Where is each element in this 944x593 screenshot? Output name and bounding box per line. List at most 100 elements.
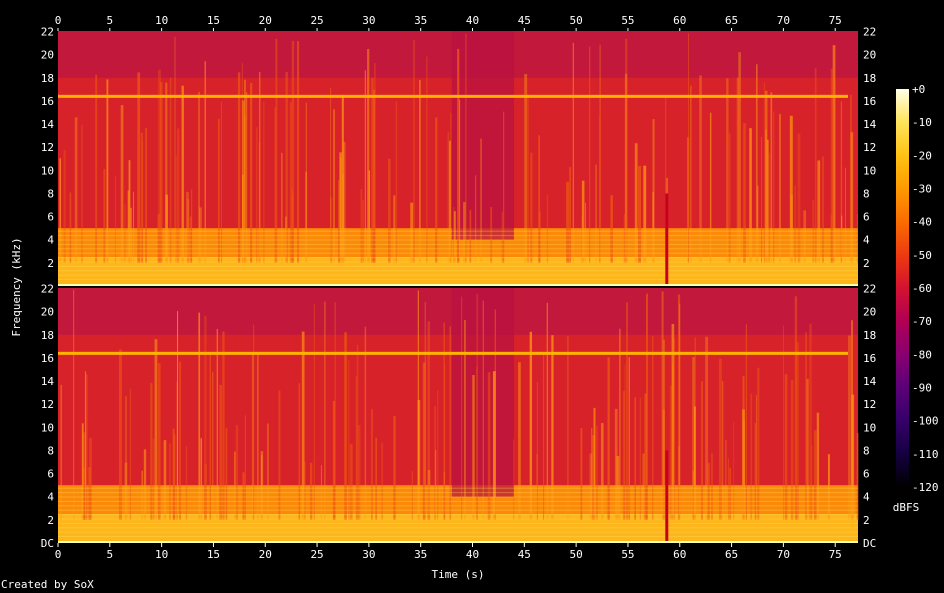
spectrogram-stripe <box>313 304 316 520</box>
spectrogram-stripe <box>475 175 477 263</box>
spectrogram-stripe <box>137 72 141 263</box>
spectrogram-stripe <box>367 48 370 263</box>
spectrogram-stripe <box>755 64 758 263</box>
spectrogram-stripe <box>256 127 258 263</box>
spectrogram-stripe <box>783 325 784 520</box>
y-tick-label: 16 <box>41 352 54 365</box>
spectrogram-stripe <box>118 349 122 520</box>
spectrogram-stripe <box>339 152 343 263</box>
spectrogram-stripe <box>219 384 222 520</box>
spectrogram-stripe <box>763 83 765 263</box>
spectrogram-stripe <box>851 320 853 520</box>
spectrogram-stripe <box>832 45 836 263</box>
spectrogram-stripe <box>624 73 628 263</box>
y-tick-label: 20 <box>863 306 876 319</box>
spectrogram-harmonic <box>58 496 858 498</box>
spectrogram-stripe <box>536 382 538 520</box>
spectrogram-stripe <box>198 91 200 263</box>
spectrogram-stripe <box>806 378 809 520</box>
spectrogram-stripe <box>212 372 214 520</box>
spectrogram-stripe <box>727 458 729 520</box>
y-tick-label: 16 <box>863 95 876 108</box>
spectrogram-stripe <box>850 94 852 263</box>
spectrogram-stripe <box>81 124 83 263</box>
spectrogram-stripe <box>766 139 769 263</box>
spectrogram-stripe <box>447 131 449 263</box>
spectrogram-stripe <box>222 331 225 520</box>
x-tick-label: 25 <box>310 14 323 27</box>
spectrogram-stripe <box>761 137 763 263</box>
spectrogram-stripe <box>461 296 463 520</box>
y-tick-label: 22 <box>41 283 54 296</box>
spectrogram-stripe <box>480 138 482 263</box>
spectrogram-stripe <box>599 116 601 263</box>
spectrogram-stripe <box>393 416 396 520</box>
spectrogram-stripe <box>234 451 236 520</box>
spectrogram-stripe <box>643 165 647 263</box>
spectrogram-stripe <box>291 187 293 263</box>
x-tick-label: 25 <box>310 548 323 561</box>
spectrogram-stripe <box>157 363 161 520</box>
spectrogram-stripe <box>84 371 87 520</box>
spectrogram-stripe <box>152 438 155 520</box>
spectrogram-stripe <box>453 211 456 263</box>
y-tick-label: 14 <box>41 375 55 388</box>
colorbar-label: dBFS <box>893 501 920 514</box>
spectrogram-stripe <box>69 192 72 263</box>
spectrogram-stripe <box>356 344 359 520</box>
spectrogram-stripe <box>305 102 307 263</box>
spectrogram-stripe <box>285 72 288 263</box>
spectrogram-harmonic <box>58 265 858 267</box>
spectrogram-stripe <box>444 364 446 520</box>
spectrogram-bottom-channel <box>58 288 859 543</box>
x-tick-label: 20 <box>259 14 272 27</box>
spectrogram-stripe <box>814 68 817 263</box>
spectrogram-stripe <box>757 185 759 263</box>
spectrogram-stripe <box>538 135 540 263</box>
spectrogram-stripe <box>841 215 843 263</box>
spectrogram-stripe <box>581 180 585 263</box>
y-tick-label: 20 <box>41 306 54 319</box>
spectrogram-stripe <box>419 79 421 263</box>
spectrogram-stripe <box>63 150 66 263</box>
x-axis-label: Time (s) <box>432 568 485 581</box>
spectrogram-stripe <box>348 359 350 520</box>
spectrogram-stripe <box>253 324 255 520</box>
spectrogram-stripe <box>709 112 712 263</box>
spectrogram-stripe <box>794 185 796 263</box>
spectrogram-stripe <box>259 72 261 263</box>
spectrogram-stripe <box>242 472 245 520</box>
spectrogram-stripe <box>599 44 601 263</box>
spectrogram-stripe <box>543 351 545 520</box>
spectrogram-stripe <box>822 156 824 263</box>
spectrogram-stripe <box>216 328 218 520</box>
spectrogram-stripe <box>411 471 413 520</box>
spectrogram-harmonic <box>58 279 858 281</box>
spectrogram-harmonic <box>58 243 858 245</box>
spectrogram-stripe <box>527 94 530 263</box>
spectrogram-stripe <box>624 364 626 520</box>
spectrogram-stripe <box>85 374 88 520</box>
spectrogram-stripe <box>503 111 505 263</box>
spectrogram-harmonic <box>58 270 858 272</box>
spectrogram-harmonic <box>58 536 858 538</box>
spectrogram-stripe <box>797 133 801 263</box>
spectrogram-stripe <box>652 119 655 263</box>
spectrogram-stripe <box>330 87 332 263</box>
spectrogram-quiet-segment <box>451 31 514 240</box>
spectrogram-stripe <box>490 206 493 263</box>
spectrogram-stripe <box>169 77 172 263</box>
spectrogram-stripe <box>200 438 202 520</box>
dropout-line <box>665 450 669 543</box>
spectrogram-stripe <box>275 38 278 263</box>
x-tick-label: 10 <box>155 14 168 27</box>
spectrogram-stripe <box>372 89 376 263</box>
spectrogram-stripe <box>518 362 521 520</box>
y-tick-label: 18 <box>41 72 54 85</box>
spectrogram-stripe <box>736 77 739 263</box>
spectrogram-stripe <box>848 335 851 520</box>
spectrogram-stripe <box>449 140 451 263</box>
spectrogram-stripe <box>74 117 78 263</box>
spectrogram-harmonic <box>58 527 858 529</box>
spectrogram-stripe <box>332 400 335 520</box>
